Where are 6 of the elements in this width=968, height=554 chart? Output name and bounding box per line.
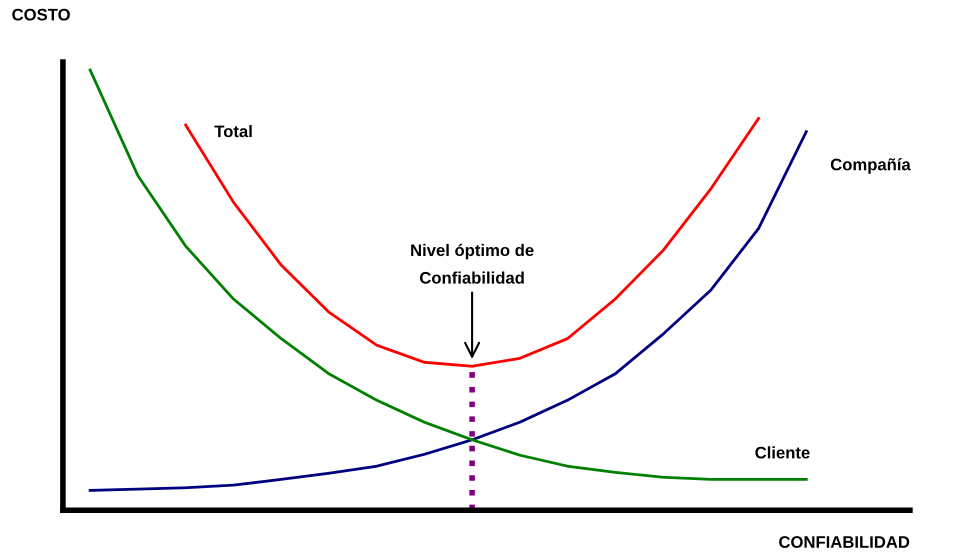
- annotation: Nivel óptimo de Confiabilidad: [411, 244, 534, 284]
- y-axis-title: COSTO: [12, 8, 70, 21]
- x-axis-title: CONFIABILIDAD: [779, 536, 910, 548]
- text: Compañía: [830, 158, 911, 174]
- series-label: Total: [214, 125, 252, 138]
- series-label: Cliente: [755, 446, 810, 459]
